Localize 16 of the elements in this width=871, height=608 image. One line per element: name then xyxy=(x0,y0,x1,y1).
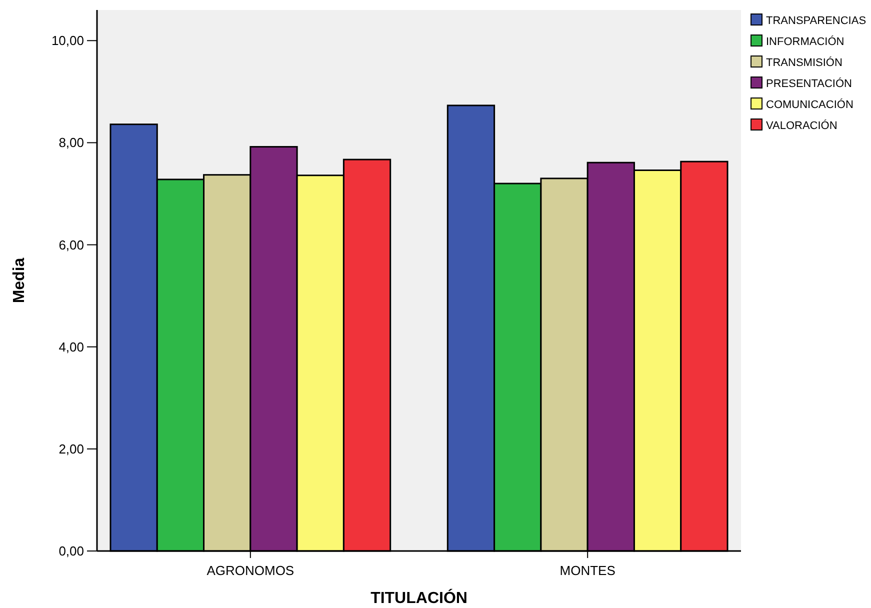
legend-label: PRESENTACIÓN xyxy=(766,76,852,90)
legend-label: TRANSMISIÓN xyxy=(766,56,842,69)
legend-label: TRANSPARENCIAS xyxy=(766,14,866,27)
x-axis-title: TITULACIÓN xyxy=(370,588,468,607)
y-tick-label: 10,00 xyxy=(51,33,84,48)
x-tick-label: AGRONOMOS xyxy=(206,563,294,578)
y-tick-label: 6,00 xyxy=(58,237,84,252)
y-axis-title: Media xyxy=(11,258,28,304)
y-tick-label: 0,00 xyxy=(58,544,84,559)
y-tick-label: 8,00 xyxy=(58,135,84,150)
legend-label: INFORMACIÓN xyxy=(766,34,844,48)
y-tick-label: 4,00 xyxy=(58,339,84,354)
y-tick-label: 2,00 xyxy=(58,441,84,456)
legend-label: VALORACIÓN xyxy=(766,118,838,132)
legend-label: COMUNICACIÓN xyxy=(766,98,854,111)
x-tick-label: MONTES xyxy=(560,563,616,578)
